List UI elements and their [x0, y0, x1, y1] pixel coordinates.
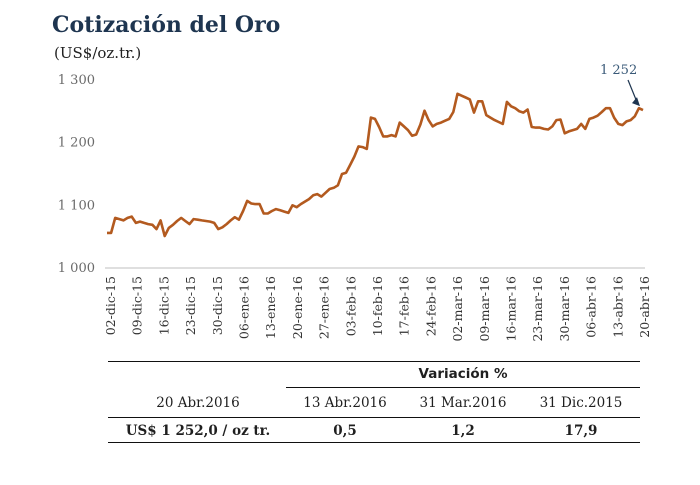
x-tick-label: 23-mar-16: [530, 276, 545, 342]
x-tick-label: 23-dic-15: [183, 276, 198, 335]
x-tick-label: 27-ene-16: [317, 276, 332, 339]
series-line-gold: [107, 92, 644, 238]
annotation-arrowhead: [632, 97, 640, 107]
x-axis: 02-dic-15 09-dic-15 16-dic-15 23-dic-15 30-d…: [103, 276, 652, 342]
x-tick-label: 10-feb-16: [370, 276, 385, 336]
x-tick-label: 06-ene-16: [237, 276, 252, 339]
x-tick-label: 30-dic-15: [210, 276, 225, 335]
chart-title: Cotización del Oro: [52, 12, 281, 38]
last-value-annotation: 1 252: [600, 63, 637, 78]
x-tick-label: 20-ene-16: [290, 276, 305, 339]
x-tick-label: 02-mar-16: [450, 276, 465, 342]
x-tick-label: 20-abr-16: [637, 276, 652, 338]
x-tick-label: 02-dic-15: [103, 276, 118, 335]
x-tick-label: 24-feb-16: [423, 276, 438, 336]
y-axis: 1 000 1 100 1 200 1 300: [58, 73, 95, 276]
x-tick-label: 16-mar-16: [504, 276, 519, 342]
x-tick-label: 13-ene-16: [263, 276, 278, 339]
y-tick-label: 1 100: [58, 198, 95, 213]
annotation-arrow: [627, 79, 638, 103]
y-tick-label: 1 200: [58, 136, 95, 151]
x-tick-label: 09-mar-16: [477, 276, 492, 342]
x-tick-label: 06-abr-16: [584, 276, 599, 338]
x-tick-label: 09-dic-15: [130, 276, 145, 335]
x-tick-label: 03-feb-16: [343, 276, 358, 336]
x-tick-label: 30-mar-16: [557, 276, 572, 342]
x-tick-label: 17-feb-16: [397, 276, 412, 336]
y-tick-label: 1 000: [58, 261, 95, 276]
chart-subtitle: (US$/oz.tr.): [54, 44, 142, 62]
x-tick-label: 16-dic-15: [156, 276, 171, 335]
y-tick-label: 1 300: [58, 73, 95, 88]
x-tick-label: 13-abr-16: [610, 276, 625, 338]
